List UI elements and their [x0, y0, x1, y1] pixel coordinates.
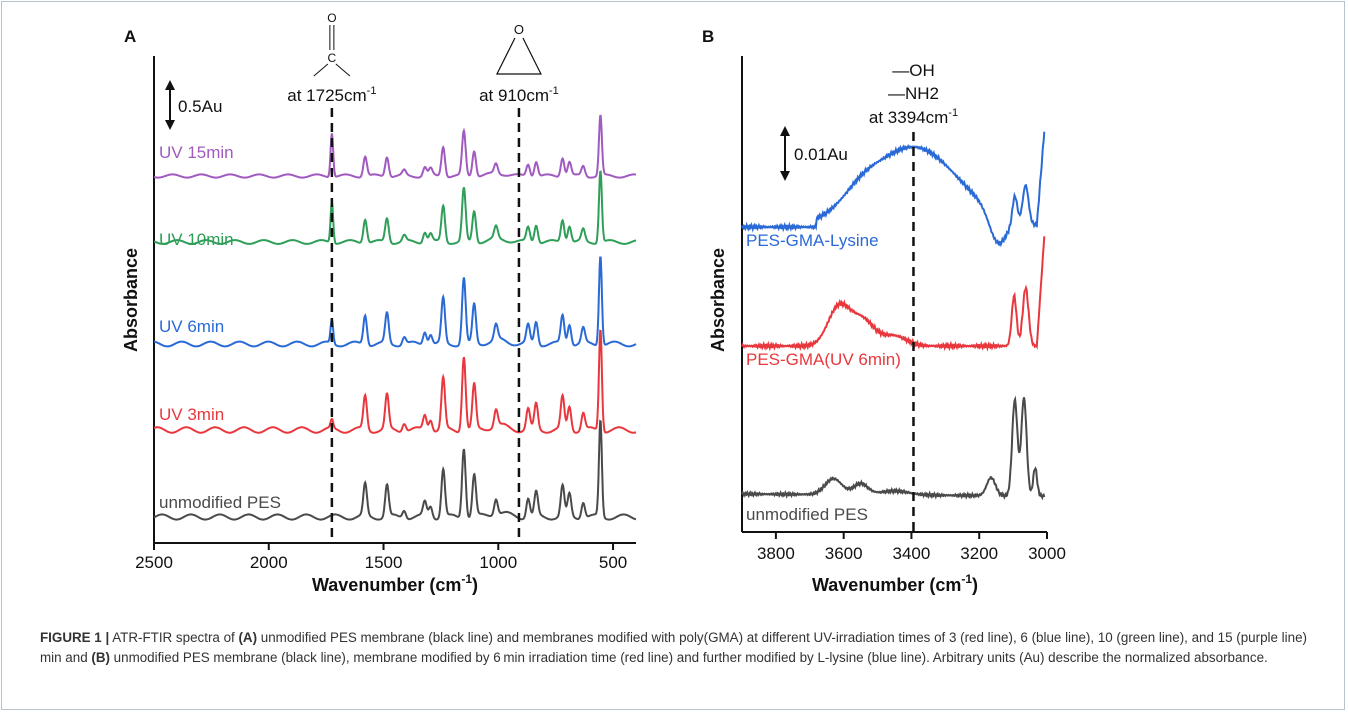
panel-b-ticks: 3800 3600 3400 3200 3000: [757, 532, 1066, 563]
panel-b-marker-oh: —OH: [892, 61, 935, 80]
panel-b-xtick-label: 3200: [960, 544, 998, 563]
panel-a-ylabel: Absorbance: [121, 248, 141, 352]
carbonyl-structure: OC: [313, 11, 351, 77]
caption-label: FIGURE 1 |: [40, 630, 110, 645]
panel-a-series-line: [153, 419, 637, 521]
panel-a-series-label: UV 15min: [159, 143, 234, 162]
panel-b-series: PES-GMA-Lysine PES-GMA(UV 6min) unmodified…: [741, 131, 1046, 524]
svg-text:O: O: [327, 11, 336, 25]
epoxide-structure: O: [495, 22, 542, 75]
panel-a-label: A: [124, 27, 136, 46]
panel-a-series-label: UV 10min: [159, 230, 234, 249]
panel-a-series-line: [153, 114, 636, 179]
caption-ref-a: (A): [238, 630, 258, 645]
panel-b-series-line: [741, 395, 1046, 501]
caption-ref-b: (B): [91, 650, 110, 665]
panel-a-xtick-label: 1000: [479, 553, 517, 572]
panel-a-series-label: unmodified PES: [159, 493, 281, 512]
panel-a-series-line: [153, 170, 637, 245]
svg-text:O: O: [514, 22, 524, 37]
panel-b-xlabel: Wavenumber (cm-1): [812, 572, 978, 595]
panel-b-xtick-label: 3800: [757, 544, 795, 563]
panel-b-series-label: PES-GMA-Lysine: [746, 231, 879, 250]
figure-svg: A Absorbance Wavenumber (cm-1) 2500 2000 1…: [121, 11, 1066, 595]
panel-b: B Absorbance Wavenumber (cm-1) 3800 3600 3…: [702, 27, 1066, 595]
panel-b-scale-label: 0.01Au: [794, 145, 848, 164]
panel-b-series-line: [741, 131, 1046, 248]
caption-text-2: unmodified PES membrane (black line) and…: [40, 630, 1307, 665]
panel-b-xtick-label: 3600: [825, 544, 863, 563]
figure-caption: FIGURE 1 | ATR-FTIR spectra of (A) unmod…: [40, 628, 1330, 668]
panel-a-series-line: [154, 256, 637, 348]
panel-a-series-label: UV 6min: [159, 317, 224, 336]
caption-text-1: ATR-FTIR spectra of: [112, 630, 239, 645]
panel-a-marker-label: at 910cm-1: [479, 85, 559, 105]
panel-a-xtick-label: 2000: [250, 553, 288, 572]
panel-a-series: UV 15min UV 10min UV 6min UV 3min unmodified…: [153, 114, 637, 521]
panel-a-xtick-label: 2500: [135, 553, 173, 572]
svg-text:C: C: [328, 51, 337, 65]
panel-b-marker-nh2: —NH2: [888, 84, 939, 103]
panel-a-marker-label: at 1725cm-1: [287, 85, 376, 105]
panel-a-xtick-label: 500: [599, 553, 627, 572]
panel-a: A Absorbance Wavenumber (cm-1) 2500 2000 1…: [121, 11, 637, 595]
panel-a-ticks: 2500 2000 1500 1000 500: [135, 543, 627, 572]
panel-b-xtick-label: 3400: [893, 544, 931, 563]
panel-b-xtick-label: 3000: [1028, 544, 1066, 563]
panel-a-series-label: UV 3min: [159, 405, 224, 424]
panel-a-scale-bar: 0.5Au: [165, 80, 222, 130]
panel-b-series-label: PES-GMA(UV 6min): [746, 350, 901, 369]
panel-b-scale-bar: 0.01Au: [780, 126, 848, 181]
panel-b-label: B: [702, 27, 714, 46]
panel-a-series-line: [153, 329, 637, 434]
panel-b-annotations: —OH —NH2 at 3394cm-1: [869, 61, 958, 532]
panel-a-scale-label: 0.5Au: [178, 97, 222, 116]
panel-b-marker-label: at 3394cm-1: [869, 107, 958, 127]
panel-b-series-line: [741, 236, 1046, 352]
panel-a-xlabel: Wavenumber (cm-1): [312, 572, 478, 595]
panel-a-xtick-label: 1500: [365, 553, 403, 572]
panel-b-ylabel: Absorbance: [708, 248, 728, 352]
panel-b-series-label: unmodified PES: [746, 505, 868, 524]
caption-text-3: unmodified PES membrane (black line), me…: [109, 650, 1268, 665]
